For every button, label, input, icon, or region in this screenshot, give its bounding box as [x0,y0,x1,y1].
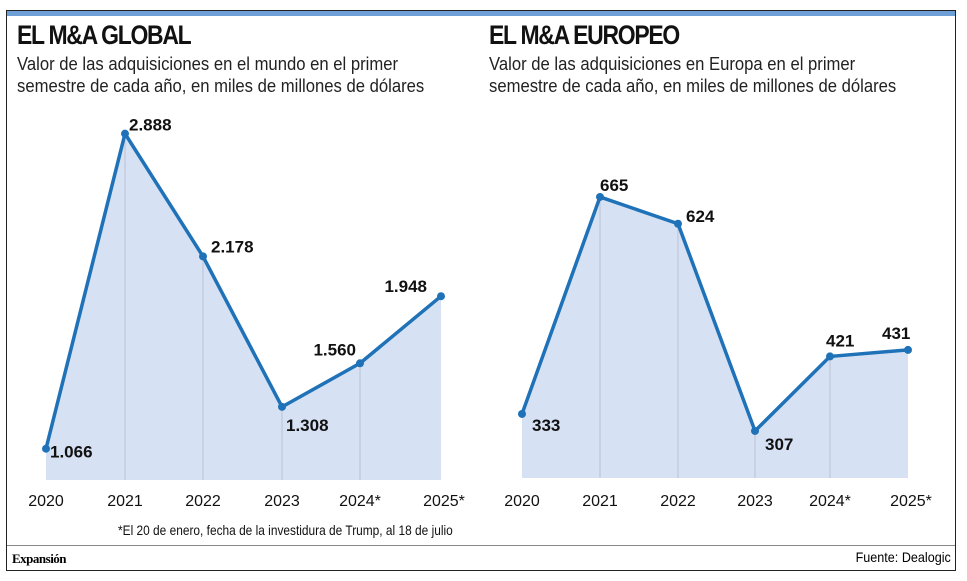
data-point [42,444,50,453]
series-line [44,131,443,450]
x-tick-label: 2024* [339,493,381,510]
chart-1: 333 2020 665 2021 624 2022 307 2023 421 2024* 431 2… [504,176,932,510]
data-label: 665 [600,176,628,195]
data-point [751,426,759,435]
data-label: 307 [765,435,793,454]
data-label: 2.888 [129,116,172,135]
data-label: 624 [686,207,715,226]
chart-frame [6,10,956,571]
data-point [518,409,526,418]
x-tick-label: 2024* [809,493,851,510]
x-tick-label: 2022 [185,493,221,510]
area-fill [46,133,441,480]
data-label: 333 [532,416,560,435]
source-text: Fuente: Dealogic [855,549,951,565]
data-label: 431 [882,324,910,343]
data-label: 1.066 [50,443,93,462]
x-tick-label: 2021 [582,493,618,510]
x-tick-label: 2025* [890,493,932,510]
data-point [596,192,604,201]
chart-title-europe: EL M&A EUROPEO [489,20,680,50]
data-point [356,359,364,368]
area-fill [522,196,908,478]
x-tick-label: 2023 [264,493,300,510]
x-tick-label: 2023 [737,493,773,510]
data-label: 2.178 [211,237,254,256]
data-label: 1.308 [286,416,329,435]
x-tick-label: 2025* [423,493,465,510]
chart-title-global: EL M&A GLOBAL [17,20,192,50]
data-point [437,292,445,301]
chart-0: 1.066 2020 2.888 2021 2.178 2022 1.308 2023 1.56… [28,116,465,510]
chart-subtitle-global: Valor de las adquisiciones en el mundo e… [17,53,425,96]
x-tick-label: 2022 [660,493,696,510]
footer-divider [7,545,955,546]
data-label: 1.948 [384,277,427,296]
data-point [904,345,912,354]
data-point [121,129,129,138]
x-tick-label: 2020 [504,493,540,510]
x-tick-label: 2021 [107,493,143,510]
data-point [674,219,682,228]
data-point [199,252,207,261]
data-label: 1.560 [313,340,356,359]
footnote: *El 20 de enero, fecha de la investidura… [118,522,453,538]
brand-logo: Expansión [12,551,67,566]
data-label: 421 [826,331,854,350]
series-line [520,195,909,433]
chart-subtitle-europe: Valor de las adquisiciones en Europa en … [489,53,897,96]
x-tick-label: 2020 [28,493,64,510]
data-point [826,352,834,361]
accent-bar [7,11,955,16]
data-point [278,402,286,411]
